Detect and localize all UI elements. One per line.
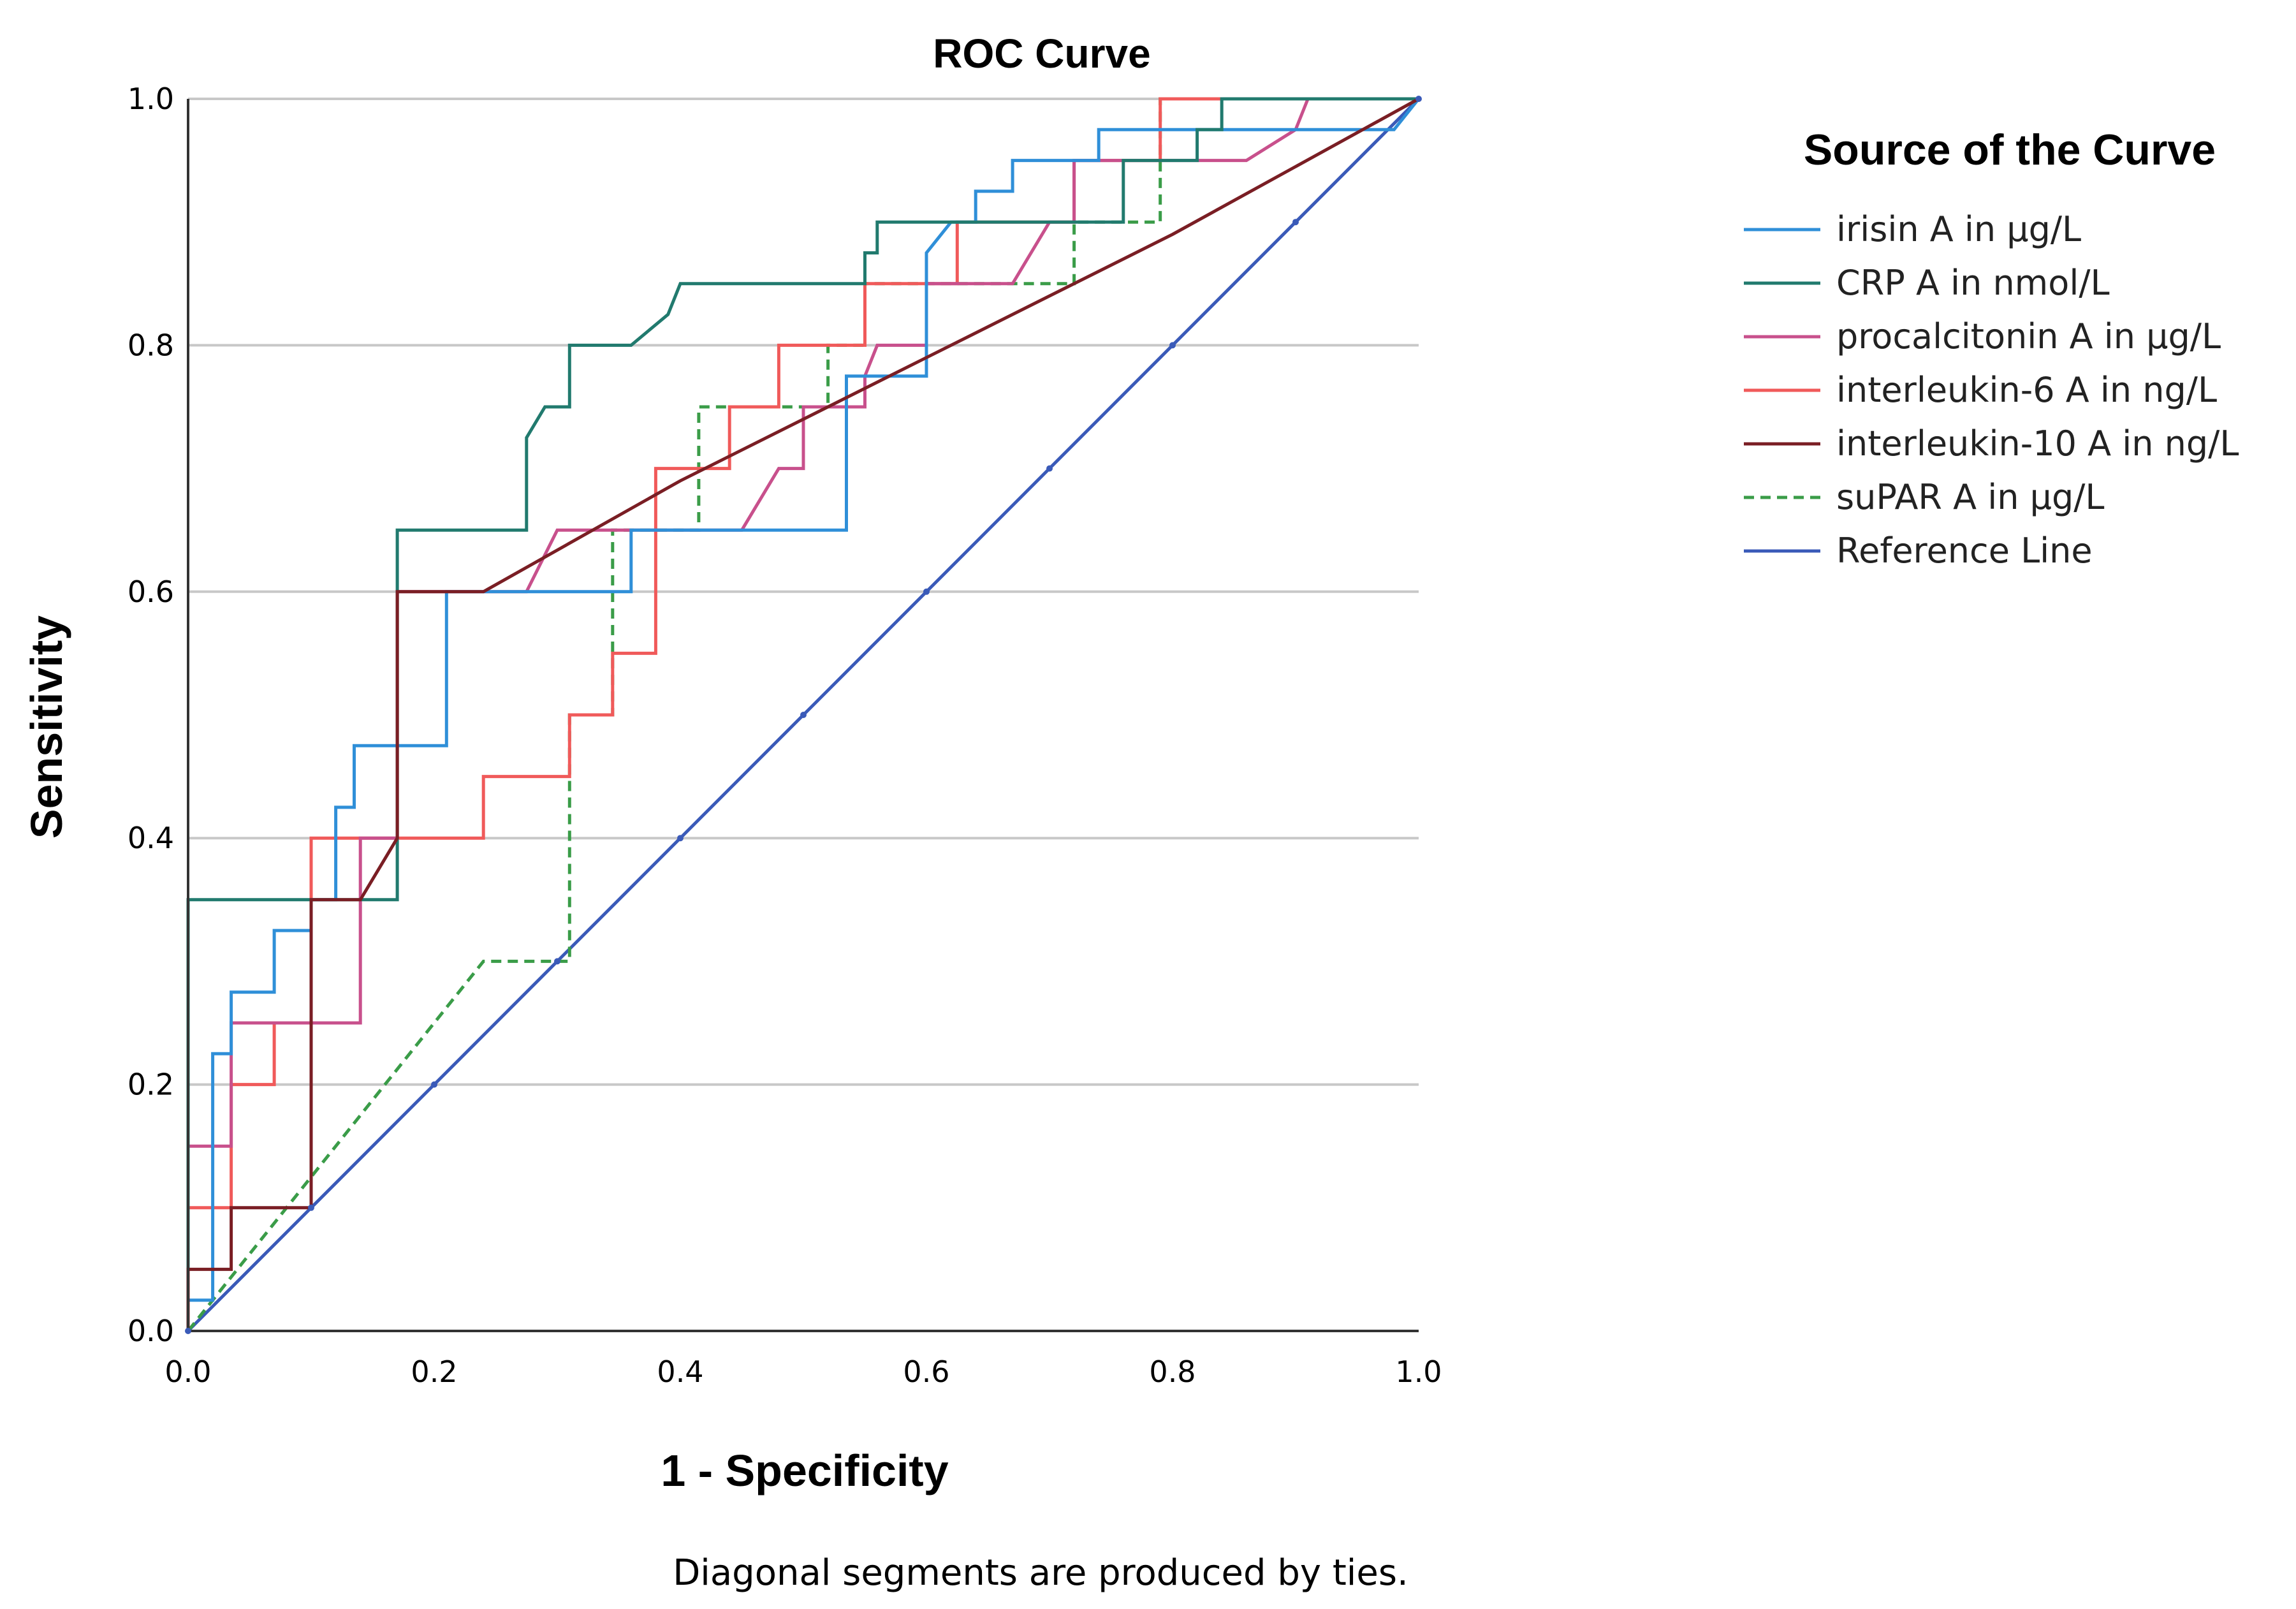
- y-axis-label: Sensitivity: [22, 615, 71, 839]
- legend: irisin A in µg/L CRP A in nmol/L procalcit…: [1744, 209, 2239, 571]
- legend-label: CRP A in nmol/L: [1836, 263, 2110, 303]
- legend-title: Source of the Curve: [1804, 126, 2216, 174]
- y-tick-label: 0.2: [128, 1068, 174, 1102]
- reference-marker: [1292, 219, 1299, 226]
- legend-label: interleukin-6 A in ng/L: [1836, 370, 2217, 410]
- x-tick-label: 0.6: [903, 1355, 949, 1389]
- reference-marker: [1046, 465, 1053, 472]
- series-line-2: [186, 97, 1419, 1331]
- y-tick-label: 0.8: [128, 328, 174, 362]
- gridlines: [188, 98, 1419, 1086]
- legend-label: interleukin-10 A in ng/L: [1836, 423, 2239, 464]
- reference-marker: [308, 1204, 314, 1211]
- x-tick-labels: 0.0 0.2 0.4 0.6 0.8 1.0: [165, 1355, 1442, 1389]
- legend-label: Reference Line: [1836, 531, 2093, 571]
- legend-label: suPAR A in µg/L: [1836, 477, 2105, 517]
- reference-marker: [923, 588, 930, 595]
- x-tick-label: 0.2: [411, 1355, 457, 1389]
- x-axis-label: 1 - Specificity: [661, 1446, 948, 1495]
- reference-marker: [1415, 96, 1422, 102]
- reference-markers: [185, 96, 1422, 1334]
- reference-marker: [554, 958, 560, 965]
- y-tick-labels: 0.0 0.2 0.4 0.6 0.8 1.0: [128, 82, 174, 1348]
- y-tick-label: 0.6: [128, 575, 174, 609]
- reference-marker: [1169, 342, 1176, 349]
- x-tick-label: 0.0: [165, 1355, 211, 1389]
- y-tick-label: 0.0: [128, 1314, 174, 1348]
- series-line-1: [186, 97, 1419, 1331]
- x-tick-label: 0.4: [657, 1355, 703, 1389]
- x-tick-label: 1.0: [1395, 1355, 1442, 1389]
- reference-marker: [431, 1081, 437, 1088]
- legend-label: procalcitonin A in µg/L: [1836, 316, 2221, 356]
- chart-title: ROC Curve: [933, 31, 1150, 77]
- series-line-4: [186, 97, 1420, 1331]
- x-tick-label: 0.8: [1149, 1355, 1196, 1389]
- legend-label: irisin A in µg/L: [1836, 209, 2081, 249]
- reference-marker: [800, 712, 807, 718]
- y-tick-label: 0.4: [128, 821, 174, 855]
- y-tick-label: 1.0: [128, 82, 174, 116]
- reference-marker: [185, 1328, 191, 1334]
- reference-marker: [677, 835, 684, 842]
- footnote: Diagonal segments are produced by ties.: [673, 1552, 1408, 1594]
